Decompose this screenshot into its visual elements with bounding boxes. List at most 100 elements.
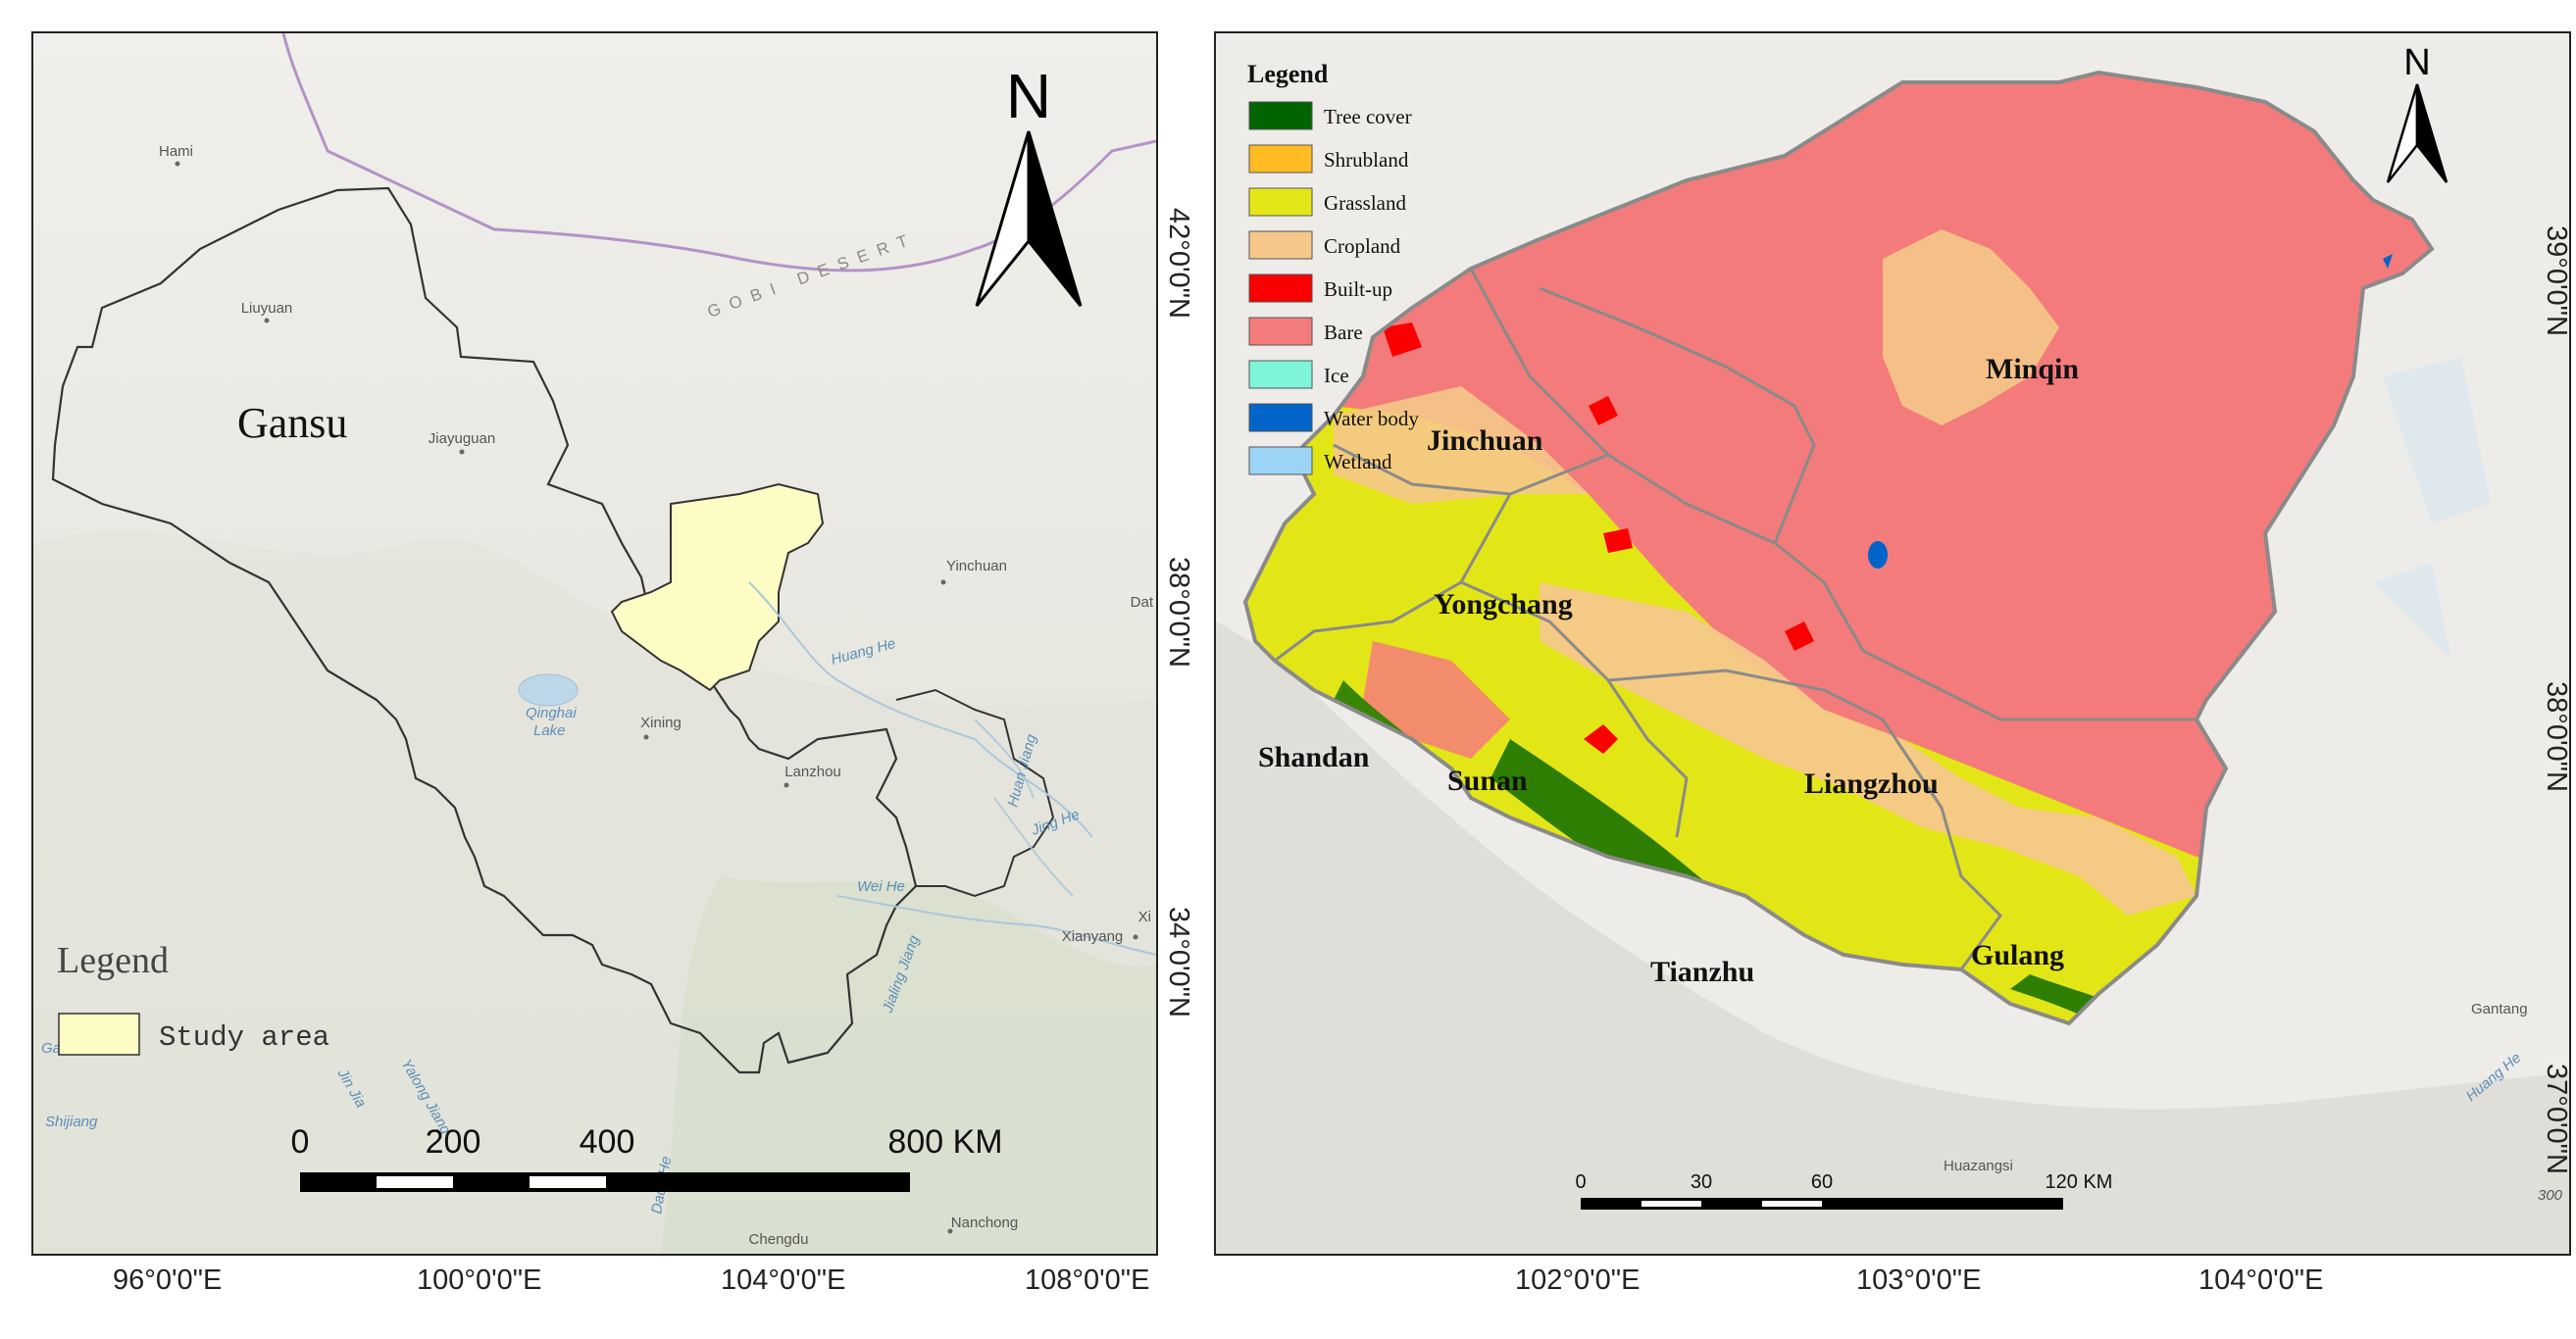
- right-lat-label-39: 39°0'0"N: [2541, 225, 2572, 336]
- right-lon-label-103: 103°0'0"E: [1856, 1265, 1982, 1296]
- county-jinchuan: Jinchuan: [1427, 424, 1543, 457]
- county-tianzhu: Tianzhu: [1650, 956, 1754, 988]
- terrain-shade: [1216, 621, 2569, 1254]
- terrain-shade-south: [661, 876, 1156, 1254]
- overview-map: Hami Liuyuan Jiayuguan Yinchuan Xining L…: [33, 33, 1156, 1254]
- terrain-water-features: [2373, 357, 2491, 661]
- wei-he-river: [836, 895, 1156, 956]
- water-body-small: [2383, 254, 2393, 269]
- right-lat-label-38: 38°0'0"N: [2541, 681, 2572, 792]
- lake-label-line2: Lake: [533, 722, 566, 739]
- left-lat-label-42: 42°0'0"N: [1163, 208, 1194, 319]
- legend-title: Legend: [1247, 60, 1329, 88]
- place-xianyang: Xianyang: [1062, 928, 1124, 945]
- place-hami: Hami: [159, 143, 193, 160]
- left-lon-label-108: 108°0'0"E: [1025, 1265, 1150, 1296]
- svg-text:Ice: Ice: [1324, 364, 1349, 387]
- legend-item-bare: Bare: [1248, 317, 1363, 346]
- svg-text:Bare: Bare: [1324, 321, 1363, 344]
- cropland-liangzhou: [1540, 582, 2197, 916]
- legend-item-cropland: Cropland: [1248, 230, 1401, 260]
- qinghai-lake: [518, 673, 579, 707]
- county-gulang: Gulang: [1971, 939, 2064, 971]
- place-chengdu: Chengdu: [749, 1231, 809, 1248]
- huang-he-river: [748, 581, 1093, 838]
- left-lon-label-96: 96°0'0"E: [113, 1265, 223, 1296]
- legend-item-ice: Ice: [1248, 360, 1349, 389]
- right-lon-label-104: 104°0'0"E: [2198, 1265, 2324, 1296]
- elevation-label: 300: [2538, 1187, 2563, 1204]
- jing-he-river: [993, 797, 1074, 897]
- overview-map-panel: Hami Liuyuan Jiayuguan Yinchuan Xining L…: [31, 31, 1158, 1256]
- right-lon-label-102: 102°0'0"E: [1515, 1265, 1641, 1296]
- scale-tick-60: 60: [1811, 1171, 1833, 1193]
- county-minqin: Minqin: [1986, 353, 2079, 385]
- cropland-minqin: [1883, 229, 2059, 425]
- legend-swatch-study-area: [58, 1013, 140, 1056]
- place-gantang: Gantang: [2471, 1001, 2528, 1017]
- place-xining: Xining: [640, 715, 682, 731]
- left-lon-label-100: 100°0'0"E: [417, 1265, 542, 1296]
- svg-text:Grassland: Grassland: [1324, 191, 1406, 215]
- study-area-polygon: [610, 482, 825, 692]
- gansu-label: Gansu: [237, 399, 347, 447]
- scale-tick-30: 30: [1691, 1171, 1712, 1193]
- lake-label-line1: Qinghai: [526, 705, 577, 721]
- legend-label-study-area: Study area: [159, 1021, 329, 1054]
- left-lat-label-34: 34°0'0"N: [1163, 907, 1194, 1017]
- svg-text:Water body: Water body: [1324, 407, 1419, 430]
- legend-item-grassland: Grassland: [1248, 187, 1406, 217]
- place-jiayuguan: Jiayuguan: [429, 430, 495, 447]
- north-label: N: [2403, 42, 2430, 83]
- scale-tick-800: 800 KM: [887, 1123, 1002, 1161]
- study-area-outline: [1242, 70, 2435, 1026]
- legend-item-water-body: Water body: [1248, 403, 1419, 432]
- svg-text:Built-up: Built-up: [1324, 277, 1392, 301]
- land-cover-scale-bar: 0 30 60 120 KM: [1575, 1171, 2112, 1210]
- tree-cover-tianzhu: [1490, 739, 1922, 1023]
- place-huazangsi: Huazangsi: [1944, 1158, 2013, 1174]
- right-lat-label-37: 37°0'0"N: [2541, 1064, 2572, 1174]
- place-liuyuan: Liuyuan: [241, 300, 293, 317]
- scale-tick-120: 120 KM: [2046, 1171, 2113, 1193]
- built-up-jinchuan: [1383, 322, 1633, 553]
- north-arrow-icon: N: [975, 61, 1083, 307]
- overview-scale-bar: 0 200 400 800 KM: [291, 1123, 1003, 1192]
- legend-title: Legend: [57, 940, 169, 981]
- huan-jiang-river: [974, 719, 1035, 799]
- land-cover-map: Minqin Jinchuan Yongchang Shandan Sunan …: [1216, 33, 2569, 1254]
- grassland-class: [1245, 406, 2295, 1023]
- scale-tick-0: 0: [1575, 1171, 1586, 1193]
- county-shandan: Shandan: [1258, 741, 1370, 773]
- county-yongchang: Yongchang: [1434, 588, 1573, 620]
- county-liangzhou: Liangzhou: [1804, 768, 1939, 800]
- svg-text:Shrubland: Shrubland: [1324, 148, 1409, 172]
- north-label: N: [1006, 61, 1051, 131]
- land-cover-map-panel: Minqin Jinchuan Yongchang Shandan Sunan …: [1214, 31, 2571, 1256]
- svg-text:Wetland: Wetland: [1324, 450, 1392, 473]
- left-lon-label-104: 104°0'0"E: [721, 1265, 846, 1296]
- place-nanchong: Nanchong: [951, 1215, 1018, 1231]
- gansu-east-outline: [895, 688, 1055, 898]
- river-shijiang: Shijiang: [45, 1114, 98, 1130]
- place-lanzhou: Lanzhou: [784, 764, 841, 780]
- north-arrow-icon: N: [2386, 42, 2449, 183]
- county-boundaries: [1274, 268, 2197, 970]
- cropland-yongchang: [1334, 386, 1589, 504]
- scale-tick-0: 0: [291, 1123, 310, 1161]
- land-cover-legend: Legend Tree cover Shrubland Grassland Cr…: [1247, 60, 1419, 475]
- svg-text:Tree cover: Tree cover: [1324, 105, 1412, 128]
- legend-item-built-up: Built-up: [1248, 273, 1392, 303]
- legend-item-wetland: Wetland: [1248, 446, 1392, 475]
- scale-tick-400: 400: [580, 1123, 635, 1161]
- county-sunan: Sunan: [1447, 765, 1528, 797]
- svg-text:Cropland: Cropland: [1324, 234, 1401, 258]
- legend-item-tree-cover: Tree cover: [1248, 101, 1412, 130]
- river-wei-he: Wei He: [857, 878, 905, 895]
- left-lat-label-38: 38°0'0"N: [1163, 557, 1194, 668]
- place-dat: Dat: [1131, 594, 1154, 611]
- legend-item-shrubland: Shrubland: [1248, 144, 1409, 174]
- place-yinchuan: Yinchuan: [946, 558, 1007, 574]
- overview-legend: Legend Study area: [57, 940, 329, 1056]
- water-body-hongyashan: [1868, 541, 1888, 569]
